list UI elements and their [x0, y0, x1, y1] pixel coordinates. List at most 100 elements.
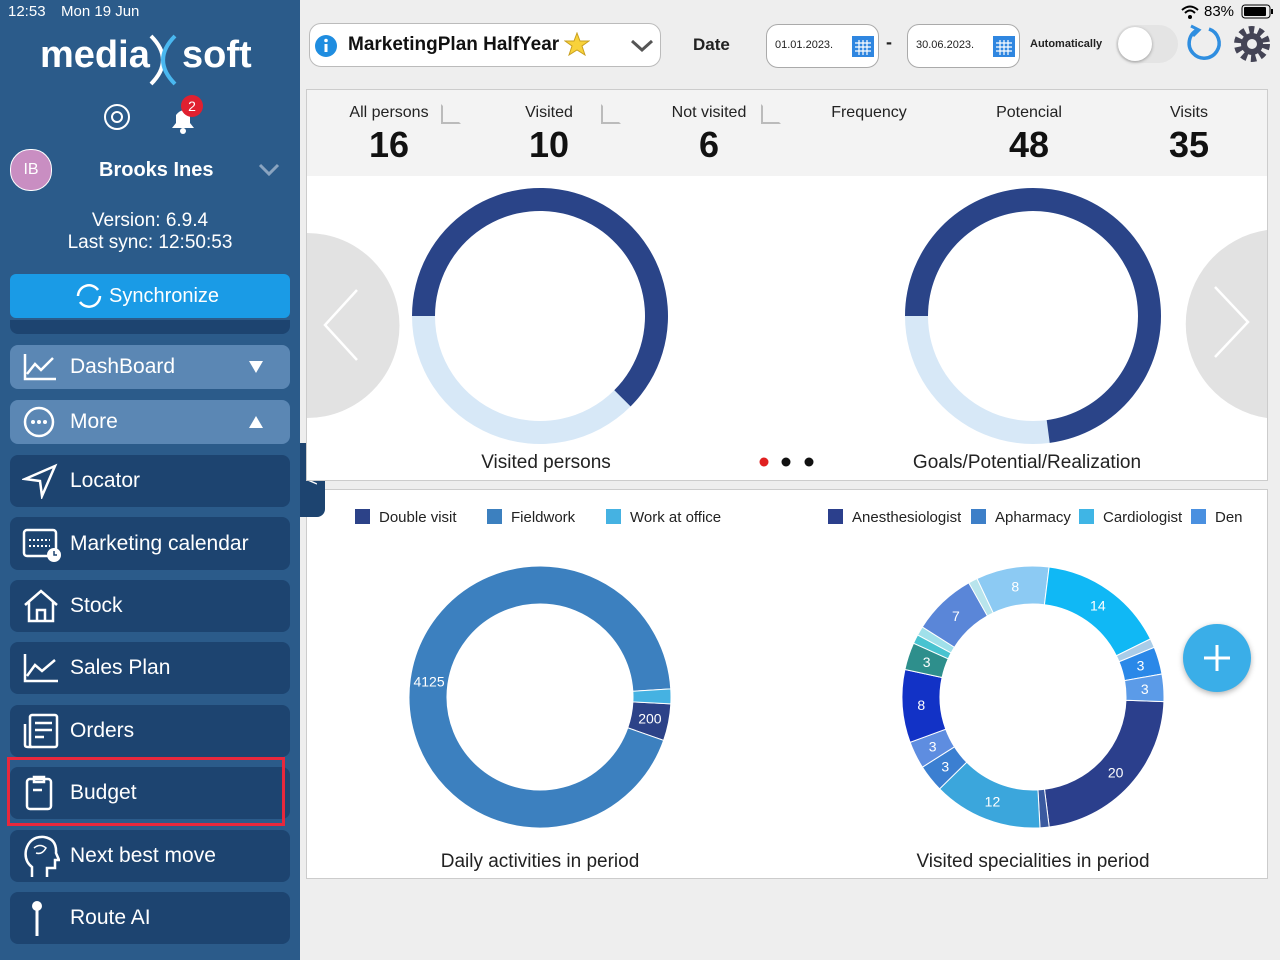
- status-date: Mon 19 Jun: [61, 3, 140, 20]
- menu-label: Stock: [70, 594, 123, 617]
- dropdown-chevron: [630, 39, 654, 53]
- menu-next-best-move[interactable]: Next best move: [10, 830, 290, 882]
- stat: Not visited 6: [629, 104, 789, 166]
- legend-label: Apharmacy: [995, 509, 1071, 526]
- legend-item: Fieldwork: [487, 509, 575, 526]
- menu-marketing-calendar[interactable]: Marketing calendar: [10, 517, 290, 570]
- menu-label: Locator: [70, 469, 141, 492]
- data-label: 8: [1011, 578, 1019, 594]
- menu-budget[interactable]: Budget: [10, 767, 290, 819]
- data-label: 3: [941, 759, 949, 775]
- logo-left: media: [40, 34, 150, 76]
- auto-toggle[interactable]: [1116, 25, 1178, 63]
- calendar-icon: [993, 36, 1015, 57]
- sidebar: 12:53 Mon 19 Jun media soft 2 IB Brooks …: [0, 0, 300, 960]
- menu-orders[interactable]: Orders: [10, 705, 290, 757]
- menu-sales-plan[interactable]: Sales Plan: [10, 642, 290, 694]
- stat-value: 16: [368, 124, 410, 165]
- calendar-icon: [852, 36, 874, 57]
- legend-swatch: [487, 509, 502, 524]
- prev-arrow: [323, 289, 358, 361]
- highlight-box: [7, 757, 285, 826]
- battery-percent: 83%: [1204, 3, 1235, 20]
- stat-value: 48: [1008, 124, 1050, 165]
- sync-icon: [76, 284, 102, 308]
- legend-item: Cardiologist: [1079, 509, 1182, 526]
- last-sync: Last sync: 12:50:53: [67, 232, 233, 253]
- menu-label: Sales Plan: [70, 656, 171, 679]
- stat-label: All persons: [349, 104, 429, 121]
- legend-label: Anesthesiologist: [852, 509, 962, 526]
- user-chevron[interactable]: [258, 162, 280, 178]
- page-dot[interactable]: [804, 457, 814, 467]
- icon: [23, 713, 59, 749]
- sync-button[interactable]: Synchronize: [10, 274, 290, 318]
- legend-item: Work at office: [606, 509, 721, 526]
- data-label: 12: [985, 793, 1001, 809]
- settings-icon[interactable]: [101, 101, 133, 133]
- data-label: 3: [929, 739, 937, 755]
- legend-item: Double visit: [355, 509, 457, 526]
- stat: All persons 16: [309, 104, 469, 166]
- chart-title: Visited specialities in period: [916, 851, 1149, 872]
- stat: Potencial 48: [949, 104, 1109, 166]
- plan-dropdown[interactable]: MarketingPlan HalfYear: [309, 23, 661, 67]
- icon: [25, 775, 53, 811]
- stat-value: 6: [698, 124, 720, 165]
- add-button[interactable]: [1183, 624, 1251, 692]
- caret-down: [249, 361, 263, 373]
- menu-more[interactable]: More: [10, 400, 290, 444]
- external-link-icon[interactable]: [441, 104, 461, 124]
- page-dot[interactable]: [781, 457, 791, 467]
- data-label: 20: [1108, 765, 1124, 781]
- stat-label: Potencial: [996, 104, 1062, 121]
- next-arrow-bg[interactable]: [1185, 230, 1267, 418]
- icon: [24, 589, 58, 623]
- stats-header: [307, 90, 1267, 176]
- avatar: IB: [10, 149, 52, 191]
- legend-swatch: [355, 509, 370, 524]
- menu-locator[interactable]: Locator: [10, 455, 290, 507]
- menu-label: Budget: [70, 781, 137, 804]
- donut-slice: [412, 316, 631, 444]
- info-icon: [315, 35, 337, 57]
- icon: [22, 528, 61, 562]
- gear-icon[interactable]: [1232, 24, 1272, 64]
- status-time: 12:53: [8, 3, 46, 20]
- legend-label: Work at office: [630, 509, 722, 526]
- menu-label: More: [70, 410, 118, 433]
- date-to[interactable]: 30.06.2023.: [907, 24, 1020, 68]
- legend-swatch: [971, 509, 986, 524]
- menu-label: DashBoard: [70, 355, 176, 378]
- stat-value: 10: [528, 124, 570, 165]
- date-from[interactable]: 01.01.2023.: [766, 24, 879, 68]
- next-arrow: [1214, 286, 1250, 358]
- plan-name: MarketingPlan HalfYear: [348, 34, 560, 55]
- scroll-hint: [10, 320, 290, 334]
- stat-value: 35: [1168, 124, 1210, 165]
- prev-arrow-bg[interactable]: [307, 233, 400, 418]
- donut-slice: [1123, 673, 1165, 703]
- legend-swatch: [606, 509, 621, 524]
- external-link-icon[interactable]: [761, 104, 781, 124]
- chart-title: Goals/Potential/Realization: [913, 452, 1141, 473]
- menu-label: Marketing calendar: [70, 531, 249, 555]
- data-label: 3: [923, 654, 931, 670]
- toggle-knob: [1118, 27, 1152, 61]
- stat-label: Frequency: [831, 104, 907, 121]
- page-dot[interactable]: [759, 457, 769, 467]
- refresh-icon[interactable]: [1185, 24, 1225, 64]
- chart-title: Visited persons: [481, 452, 611, 473]
- menu-dashboard[interactable]: DashBoard: [10, 345, 290, 389]
- menu-stock[interactable]: Stock: [10, 580, 290, 632]
- date-to-text: 30.06.2023.: [916, 39, 975, 51]
- legend-label: Cardiologist: [1103, 509, 1183, 526]
- menu-route-ai[interactable]: Route AI: [10, 892, 290, 944]
- external-link-icon[interactable]: [601, 104, 621, 124]
- data-label: 200: [638, 711, 662, 727]
- donut-slice: [408, 565, 672, 829]
- stat: Frequency: [789, 104, 949, 122]
- data-label: 4125: [413, 674, 444, 690]
